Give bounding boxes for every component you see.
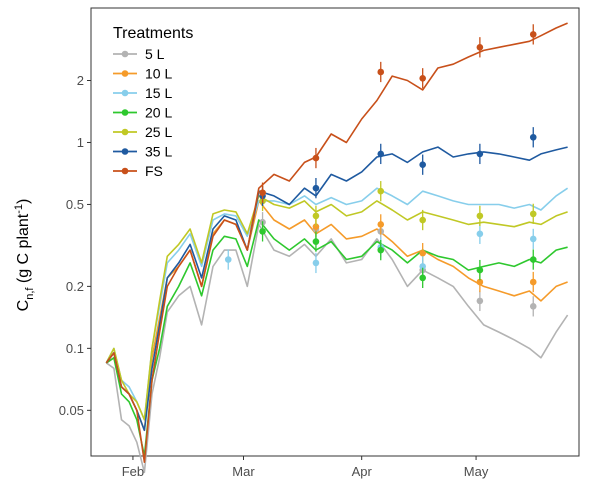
x-tick-label: Mar xyxy=(232,464,255,479)
series-layer xyxy=(105,22,569,474)
observation-point-10-l xyxy=(476,278,484,286)
legend-item-35-l: 35 L xyxy=(113,144,172,160)
observation-point-35-l xyxy=(377,150,385,158)
observation-point-25-l xyxy=(419,216,426,224)
observation-point-15-l xyxy=(419,263,426,270)
series-line-35-l xyxy=(105,146,568,432)
y-axis-title: Cn,f (g C plant-1) xyxy=(13,199,36,312)
svg-text:Cn,f (g C plant-1): Cn,f (g C plant-1) xyxy=(13,199,36,312)
x-axis: Feb Mar Apr May xyxy=(122,456,489,479)
observation-point-10-l xyxy=(419,249,426,257)
series-line-fs xyxy=(105,22,568,463)
legend-item-25-l: 25 L xyxy=(113,124,172,140)
series-line-20-l xyxy=(105,219,568,457)
y-tick-label: 2 xyxy=(77,73,84,88)
legend-label: 20 L xyxy=(145,105,172,121)
series-line-10-l xyxy=(105,200,568,432)
observation-point-5-l xyxy=(529,303,537,310)
legend-label: 10 L xyxy=(145,66,172,82)
legend-key-point xyxy=(121,70,129,77)
legend-item-5-l: 5 L xyxy=(113,46,165,62)
legend-key-point xyxy=(121,148,129,155)
legend-key-point xyxy=(121,89,129,97)
legend-key-point xyxy=(121,167,129,175)
y-tick-label: 0.2 xyxy=(66,279,84,294)
legend-title: Treatments xyxy=(113,25,193,42)
observation-point-10-l xyxy=(312,223,320,230)
plot-area xyxy=(90,7,580,457)
observation-point-20-l xyxy=(419,274,426,282)
observation-point-fs xyxy=(529,31,537,38)
legend-item-10-l: 10 L xyxy=(113,66,172,82)
observation-point-5-l xyxy=(476,297,484,305)
legend-label: 25 L xyxy=(145,124,172,140)
legend-key-point xyxy=(121,50,129,58)
legend-label: 5 L xyxy=(145,46,165,62)
observation-point-fs xyxy=(377,68,385,76)
observation-layer xyxy=(224,24,537,317)
observation-point-35-l xyxy=(529,133,537,141)
series-line-5-l xyxy=(105,223,569,474)
observation-point-20-l xyxy=(377,246,385,254)
legend: Treatments 5 L 10 L 15 L 20 L 25 L 35 L FS xyxy=(113,25,193,179)
y-tick-label: 0.5 xyxy=(66,197,84,212)
observation-point-35-l xyxy=(419,161,426,168)
observation-point-15-l xyxy=(224,256,232,263)
observation-point-20-l xyxy=(476,266,484,274)
y-tick-label: 0.1 xyxy=(66,341,84,356)
series-line-15-l xyxy=(105,187,569,421)
y-tick-label: 1 xyxy=(77,135,84,150)
observation-point-20-l xyxy=(529,256,537,263)
legend-key-point xyxy=(121,128,129,136)
legend-key-point xyxy=(121,109,129,116)
legend-item-20-l: 20 L xyxy=(113,105,172,121)
observation-point-15-l xyxy=(312,259,320,267)
observation-point-fs xyxy=(476,43,484,51)
observation-point-fs xyxy=(419,74,426,82)
legend-item-15-l: 15 L xyxy=(113,85,172,101)
y-axis: 0.05 0.1 0.2 0.5 1 2 xyxy=(59,73,91,418)
y-tick-label: 0.05 xyxy=(59,403,84,418)
series-line-25-l xyxy=(105,195,568,421)
observation-point-35-l xyxy=(312,184,320,192)
observation-point-10-l xyxy=(377,221,385,228)
legend-label: 15 L xyxy=(145,85,172,101)
observation-point-20-l xyxy=(259,228,266,235)
observation-point-10-l xyxy=(529,278,537,286)
observation-point-25-l xyxy=(312,212,320,220)
observation-point-25-l xyxy=(529,210,537,218)
observation-point-20-l xyxy=(312,238,320,245)
legend-label: FS xyxy=(145,163,163,179)
observation-point-15-l xyxy=(476,230,484,238)
legend-label: 35 L xyxy=(145,144,172,160)
legend-item-fs: FS xyxy=(113,163,163,179)
observation-point-25-l xyxy=(377,187,385,195)
x-tick-label: Apr xyxy=(352,464,373,479)
observation-point-fs xyxy=(259,189,266,197)
observation-point-35-l xyxy=(476,150,484,158)
observation-point-15-l xyxy=(529,235,537,243)
x-tick-label: Feb xyxy=(122,464,144,479)
observation-point-fs xyxy=(312,154,320,162)
x-tick-label: May xyxy=(464,464,489,479)
observation-point-25-l xyxy=(476,212,484,220)
plot-border xyxy=(90,7,580,457)
